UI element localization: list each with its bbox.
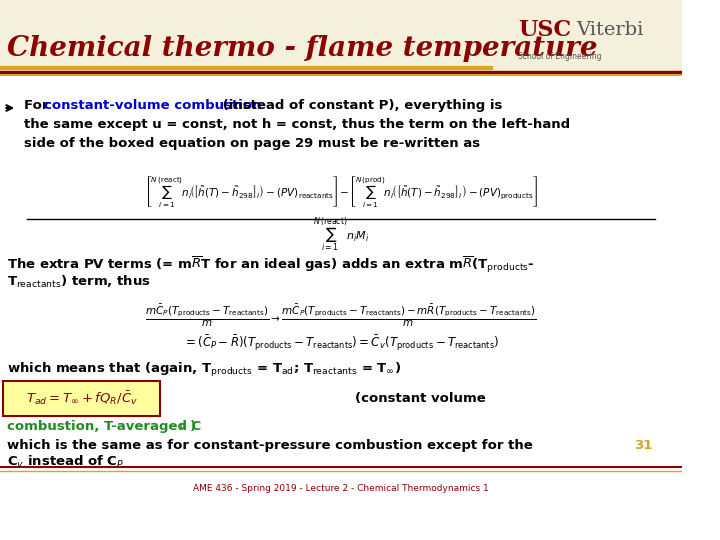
Text: $\dfrac{m\bar{C}_P(T_{\rm products}-T_{\rm reactants})}{m}$$\rightarrow$$\dfrac{: $\dfrac{m\bar{C}_P(T_{\rm products}-T_{\… xyxy=(145,302,536,329)
Text: (constant volume: (constant volume xyxy=(354,392,485,405)
FancyBboxPatch shape xyxy=(0,0,682,70)
Text: The extra PV terms (= m$\overline{R}$T for an ideal gas) adds an extra m$\overli: The extra PV terms (= m$\overline{R}$T f… xyxy=(6,254,535,275)
Text: $T_{ad} = T_\infty + fQ_R / \bar{C}_v$: $T_{ad} = T_\infty + fQ_R / \bar{C}_v$ xyxy=(26,390,138,407)
Text: 31: 31 xyxy=(634,439,652,452)
Text: $= (\bar{C}_P - \bar{R})(T_{\rm products}-T_{\rm reactants})= \bar{C}_v(T_{\rm p: $= (\bar{C}_P - \bar{R})(T_{\rm products… xyxy=(183,333,499,353)
Text: ): ) xyxy=(189,420,196,433)
Text: Viterbi: Viterbi xyxy=(576,21,644,39)
Text: which means that (again, T$_{\rm products}$ = T$_{\rm ad}$; T$_{\rm reactants}$ : which means that (again, T$_{\rm product… xyxy=(6,361,401,379)
Text: For: For xyxy=(24,99,53,112)
Text: $\sum_{i=1}^{N\,{\rm (react)}} n_i M_i$: $\sum_{i=1}^{N\,{\rm (react)}} n_i M_i$ xyxy=(312,215,369,254)
Text: School of Engineering: School of Engineering xyxy=(518,52,602,61)
Text: $_P$: $_P$ xyxy=(179,420,186,433)
Text: constant-volume combustion: constant-volume combustion xyxy=(45,99,262,112)
Text: USC: USC xyxy=(518,19,572,40)
Text: T$_{\rm reactants}$) term, thus: T$_{\rm reactants}$) term, thus xyxy=(6,274,150,290)
FancyBboxPatch shape xyxy=(4,381,161,416)
Text: the same except u = const, not h = const, thus the term on the left-hand: the same except u = const, not h = const… xyxy=(24,118,570,131)
Text: (instead of constant P), everything is: (instead of constant P), everything is xyxy=(218,99,503,112)
Text: side of the boxed equation on page 29 must be re-written as: side of the boxed equation on page 29 mu… xyxy=(24,137,480,150)
Text: combustion, T-averaged C: combustion, T-averaged C xyxy=(6,420,201,433)
Text: Chemical thermo - flame temperature: Chemical thermo - flame temperature xyxy=(6,35,598,62)
Text: AME 436 - Spring 2019 - Lecture 2 - Chemical Thermodynamics 1: AME 436 - Spring 2019 - Lecture 2 - Chem… xyxy=(193,484,489,493)
Text: C$_v$ instead of C$_P$: C$_v$ instead of C$_P$ xyxy=(6,454,125,470)
Text: $\left[\sum_{i=1}^{N\,{\rm (react)}} n_i\!\left(\left[\tilde{h}(T)-\tilde{h}_{29: $\left[\sum_{i=1}^{N\,{\rm (react)}} n_i… xyxy=(144,174,538,209)
Text: which is the same as for constant-pressure combustion except for the: which is the same as for constant-pressu… xyxy=(6,439,533,452)
